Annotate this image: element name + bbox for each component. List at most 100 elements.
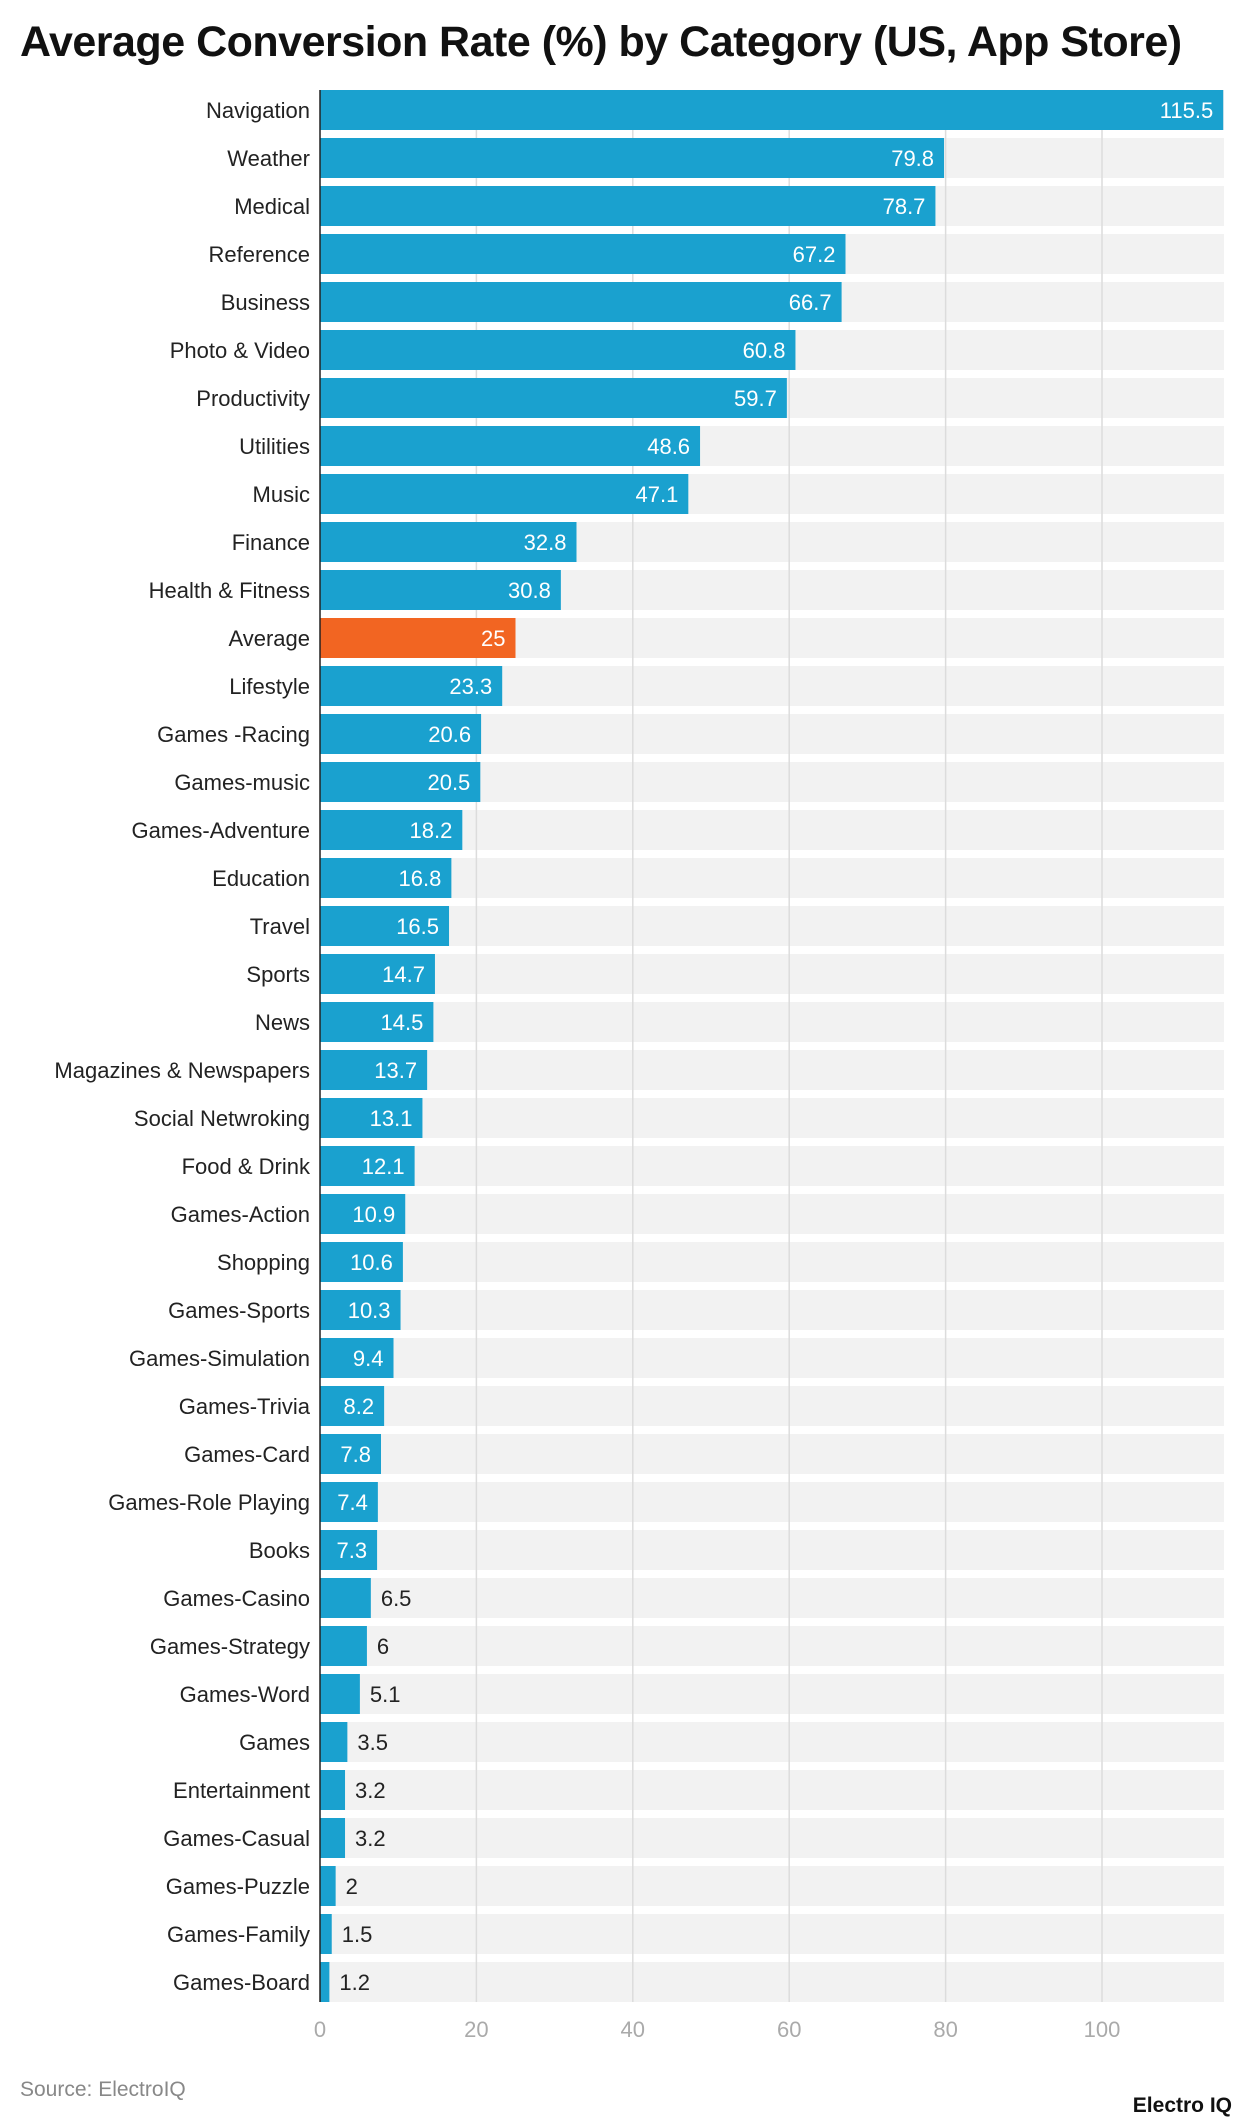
value-label: 10.3 xyxy=(348,1298,391,1323)
value-label: 8.2 xyxy=(344,1394,375,1419)
row-stripe xyxy=(320,1098,1224,1138)
category-label: Games-Action xyxy=(171,1202,310,1227)
value-label: 7.3 xyxy=(336,1538,367,1563)
category-label: Shopping xyxy=(217,1250,310,1275)
value-label: 16.5 xyxy=(396,914,439,939)
bar xyxy=(320,1962,330,2002)
row-stripe xyxy=(320,954,1224,994)
category-label: Games -Racing xyxy=(157,722,310,747)
value-label: 59.7 xyxy=(734,386,777,411)
category-label: Games-Sports xyxy=(168,1298,310,1323)
bar xyxy=(320,1674,360,1714)
row-stripe xyxy=(320,1770,1224,1810)
x-tick-label: 80 xyxy=(933,2017,957,2042)
bar xyxy=(320,1482,378,1522)
bar xyxy=(320,1434,381,1474)
value-label: 47.1 xyxy=(635,482,678,507)
value-label: 60.8 xyxy=(743,338,786,363)
value-label: 25 xyxy=(481,626,505,651)
bar xyxy=(320,618,516,658)
category-label: Travel xyxy=(250,914,310,939)
category-label: Sports xyxy=(246,962,310,987)
value-label: 6 xyxy=(377,1634,389,1659)
row-stripe xyxy=(320,1194,1224,1234)
category-label: Music xyxy=(253,482,310,507)
category-label: Utilities xyxy=(239,434,310,459)
bar xyxy=(320,1290,401,1330)
x-tick-label: 100 xyxy=(1084,2017,1121,2042)
category-label: Games-Strategy xyxy=(150,1634,310,1659)
value-label: 115.5 xyxy=(1160,98,1213,123)
bar xyxy=(320,330,796,370)
value-label: 2 xyxy=(346,1874,358,1899)
value-label: 16.8 xyxy=(399,866,442,891)
bar xyxy=(320,1578,371,1618)
bar xyxy=(320,1818,346,1858)
bar xyxy=(320,1002,434,1042)
category-label: Health & Fitness xyxy=(149,578,310,603)
category-label: Food & Drink xyxy=(182,1154,311,1179)
bar xyxy=(320,1626,367,1666)
category-label: Magazines & Newspapers xyxy=(54,1058,310,1083)
category-label: Games xyxy=(239,1730,310,1755)
x-tick-label: 60 xyxy=(777,2017,801,2042)
brand-logo: Electro IQ xyxy=(1132,2094,1232,2117)
row-stripe xyxy=(320,1386,1224,1426)
category-label: Games-music xyxy=(174,770,310,795)
row-stripe xyxy=(320,1530,1224,1570)
value-label: 48.6 xyxy=(647,434,690,459)
category-label: Business xyxy=(221,290,310,315)
value-label: 9.4 xyxy=(353,1346,384,1371)
category-label: Games-Puzzle xyxy=(166,1874,310,1899)
row-stripe xyxy=(320,810,1224,850)
category-label: News xyxy=(255,1010,310,1035)
value-label: 67.2 xyxy=(793,242,836,267)
value-label: 13.1 xyxy=(370,1106,413,1131)
row-stripe xyxy=(320,1050,1224,1090)
row-stripe xyxy=(320,906,1224,946)
value-label: 6.5 xyxy=(381,1586,412,1611)
category-label: Games-Adventure xyxy=(131,818,310,843)
value-label: 3.2 xyxy=(355,1778,386,1803)
category-label: Games-Word xyxy=(180,1682,310,1707)
bar xyxy=(320,90,1224,130)
row-stripe xyxy=(320,1482,1224,1522)
value-label: 23.3 xyxy=(449,674,492,699)
x-tick-label: 40 xyxy=(621,2017,645,2042)
row-stripe xyxy=(320,1674,1224,1714)
category-label: Reference xyxy=(208,242,310,267)
value-label: 78.7 xyxy=(883,194,926,219)
value-label: 18.2 xyxy=(409,818,452,843)
value-label: 3.2 xyxy=(355,1826,386,1851)
category-label: Entertainment xyxy=(173,1778,310,1803)
value-label: 30.8 xyxy=(508,578,551,603)
value-label: 14.5 xyxy=(381,1010,424,1035)
bar xyxy=(320,234,846,274)
category-label: Social Netwroking xyxy=(134,1106,310,1131)
bar xyxy=(320,138,945,178)
category-label: Education xyxy=(212,866,310,891)
x-tick-label: 20 xyxy=(464,2017,488,2042)
category-label: Games-Simulation xyxy=(129,1346,310,1371)
bar xyxy=(320,1050,428,1090)
category-label: Games-Family xyxy=(167,1922,310,1947)
value-label: 7.8 xyxy=(340,1442,371,1467)
row-stripe xyxy=(320,1962,1224,2002)
value-label: 79.8 xyxy=(891,146,934,171)
category-label: Games-Casual xyxy=(163,1826,310,1851)
bar xyxy=(320,282,842,322)
value-label: 5.1 xyxy=(370,1682,401,1707)
row-stripe xyxy=(320,1290,1224,1330)
bar xyxy=(320,666,503,706)
bar xyxy=(320,714,482,754)
category-label: Books xyxy=(249,1538,310,1563)
value-label: 10.9 xyxy=(352,1202,395,1227)
row-stripe xyxy=(320,1002,1224,1042)
value-label: 13.7 xyxy=(374,1058,417,1083)
bar xyxy=(320,810,463,850)
bar xyxy=(320,570,561,610)
value-label: 7.4 xyxy=(337,1490,368,1515)
value-label: 20.5 xyxy=(427,770,470,795)
bar xyxy=(320,378,787,418)
value-label: 66.7 xyxy=(789,290,832,315)
